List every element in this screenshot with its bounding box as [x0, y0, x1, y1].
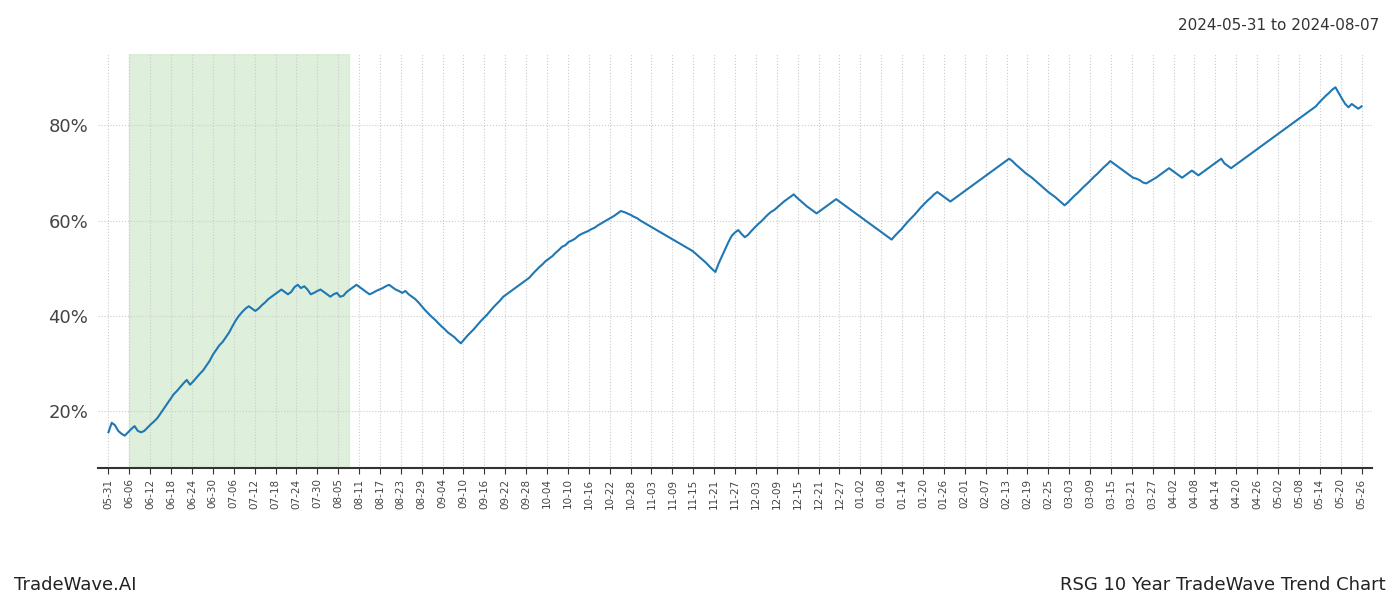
Text: 2024-05-31 to 2024-08-07: 2024-05-31 to 2024-08-07: [1177, 18, 1379, 33]
Text: TradeWave.AI: TradeWave.AI: [14, 576, 137, 594]
Text: RSG 10 Year TradeWave Trend Chart: RSG 10 Year TradeWave Trend Chart: [1060, 576, 1386, 594]
Bar: [129, 54, 349, 468]
